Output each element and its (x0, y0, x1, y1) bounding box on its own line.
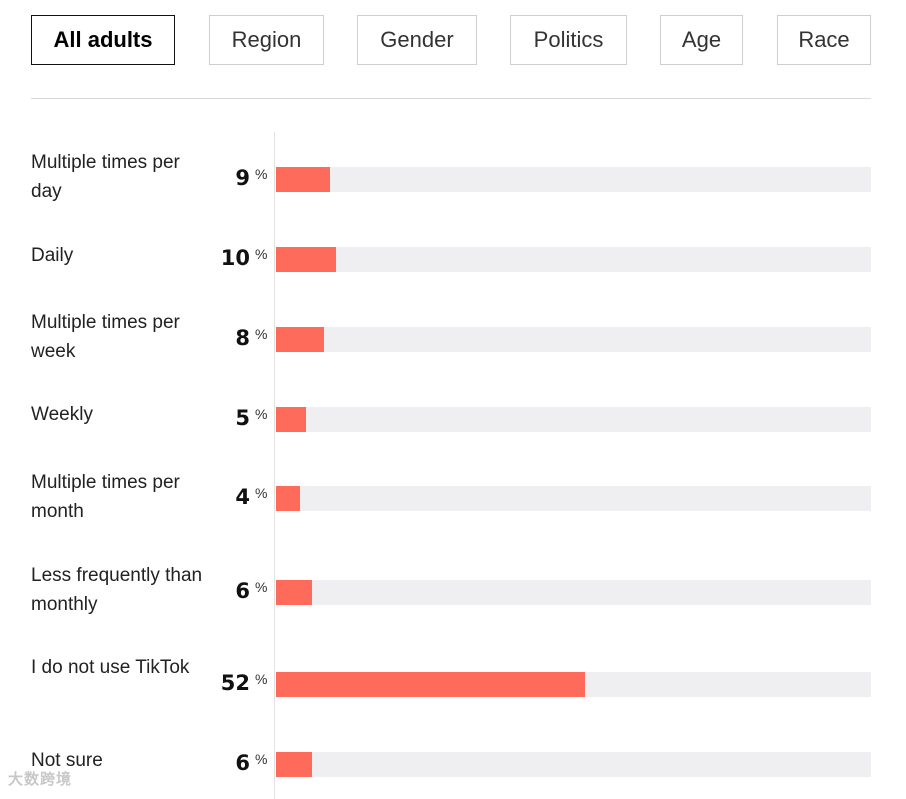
bar-track-weekly (276, 407, 871, 432)
value-label-not-sure: 6 (235, 751, 250, 775)
bar-not-sure (276, 752, 312, 777)
percent-sign-multiple-times-per-month: % (255, 485, 268, 501)
category-label-not-sure: Not sure (31, 750, 103, 771)
bar-weekly (276, 407, 306, 432)
filter-tabs: All adults Region Gender Politics Age Ra… (0, 0, 906, 100)
tab-politics[interactable]: Politics (510, 15, 627, 65)
category-label-i-do-not-use-tiktok: I do not use TikTok (31, 657, 190, 678)
bar-track-less-frequently-than-monthly (276, 580, 871, 605)
percent-sign-multiple-times-per-week: % (255, 326, 268, 342)
bar-track-daily (276, 247, 871, 272)
category-label-weekly: Weekly (31, 404, 93, 425)
category-label-less-frequently-than-monthly: Less frequently than monthly (31, 565, 203, 615)
value-label-daily: 10 (220, 246, 250, 270)
value-label-weekly: 5 (235, 406, 250, 430)
category-label-daily: Daily (31, 245, 74, 266)
bar-multiple-times-per-week (276, 327, 324, 352)
percent-sign-not-sure: % (255, 751, 268, 767)
bar-i-do-not-use-tiktok (276, 672, 586, 697)
bar-multiple-times-per-day (276, 167, 330, 192)
percent-sign-multiple-times-per-day: % (255, 166, 268, 182)
percent-sign-less-frequently-than-monthly: % (255, 579, 268, 595)
bar-track-i-do-not-use-tiktok (276, 672, 871, 697)
category-label-multiple-times-per-day: Multiple times per day (31, 152, 180, 202)
category-label-multiple-times-per-week: Multiple times per week (31, 312, 180, 362)
percent-sign-daily: % (255, 246, 268, 262)
bar-multiple-times-per-month (276, 486, 300, 511)
value-label-multiple-times-per-month: 4 (235, 485, 250, 509)
value-label-i-do-not-use-tiktok: 52 (220, 671, 250, 695)
chart-axis-line (274, 132, 275, 799)
tab-gender[interactable]: Gender (357, 15, 477, 65)
bar-less-frequently-than-monthly (276, 580, 312, 605)
watermark: 大数跨境 (8, 771, 73, 788)
tab-race[interactable]: Race (777, 15, 871, 65)
value-label-multiple-times-per-day: 9 (235, 166, 250, 190)
tab-all-adults[interactable]: All adults (31, 15, 175, 65)
bar-track-multiple-times-per-week (276, 327, 871, 352)
tab-region[interactable]: Region (209, 15, 324, 65)
bar-track-multiple-times-per-month (276, 486, 871, 511)
bar-track-multiple-times-per-day (276, 167, 871, 192)
category-label-multiple-times-per-month: Multiple times per month (31, 472, 180, 522)
bar-track-not-sure (276, 752, 871, 777)
tabs-divider (31, 98, 871, 99)
bar-daily (276, 247, 336, 272)
value-label-multiple-times-per-week: 8 (235, 326, 250, 350)
tab-age[interactable]: Age (660, 15, 743, 65)
percent-sign-weekly: % (255, 406, 268, 422)
percent-sign-i-do-not-use-tiktok: % (255, 671, 268, 687)
value-label-less-frequently-than-monthly: 6 (235, 579, 250, 603)
